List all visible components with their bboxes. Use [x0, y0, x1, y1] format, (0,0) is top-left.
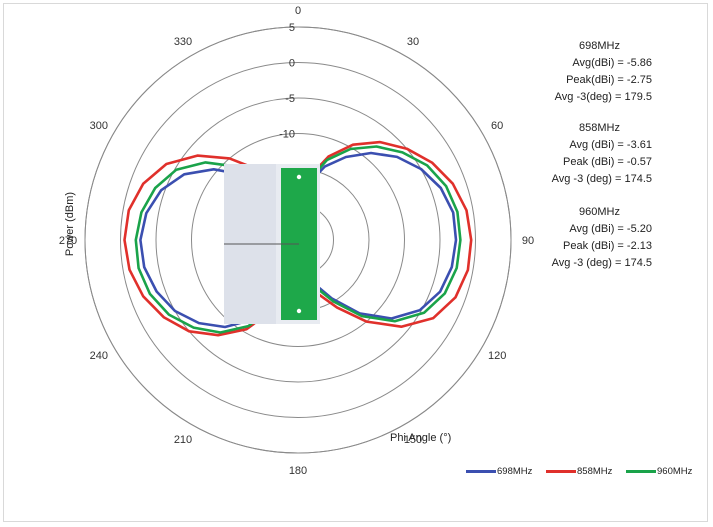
stats-row: Avg -3(deg) = 179.5: [554, 91, 652, 103]
angle-tick-label: 60: [491, 120, 503, 132]
angle-tick-label: 120: [488, 350, 506, 362]
angle-tick-label: 210: [174, 434, 192, 446]
legend-item-960: 960MHz: [626, 466, 692, 477]
legend-swatch: [626, 470, 656, 473]
chart-frame: [3, 3, 708, 522]
stats-row: Avg (dBi) = -5.20: [569, 223, 652, 235]
stats-freq: 960MHz: [579, 206, 620, 218]
angle-tick-label: 0: [295, 5, 301, 17]
board-hole-top: [296, 174, 302, 180]
stats-block-960: 960MHz Avg (dBi) = -5.20 Peak (dBi) = -2…: [530, 204, 652, 272]
angle-tick-label: 180: [289, 465, 307, 477]
stats-row: Peak (dBi) = -2.13: [563, 240, 652, 252]
legend-swatch: [466, 470, 496, 473]
angle-tick-label: 90: [522, 235, 534, 247]
angle-tick-label: 150: [404, 434, 422, 446]
stats-row: Avg -3 (deg) = 174.5: [551, 257, 652, 269]
legend-swatch: [546, 470, 576, 473]
y-axis-label: Power (dBm): [64, 191, 76, 257]
grid-ring: [155, 97, 441, 383]
stats-freq: 858MHz: [579, 122, 620, 134]
legend-item-858: 858MHz: [546, 466, 612, 477]
radial-tick-label: -5: [285, 93, 295, 105]
stats-row: Avg(dBi) = -5.86: [572, 57, 652, 69]
radial-tick-label: 5: [289, 22, 295, 34]
stats-row: Peak(dBi) = -2.75: [566, 74, 652, 86]
grid-ring: [120, 62, 476, 418]
radial-tick-label: -10: [279, 129, 295, 141]
stats-row: Peak (dBi) = -0.57: [563, 156, 652, 168]
grid-ring: [191, 133, 405, 347]
stats-block-858: 858MHz Avg (dBi) = -3.61 Peak (dBi) = -0…: [530, 120, 652, 188]
angle-tick-label: 30: [407, 36, 419, 48]
angle-tick-label: 270: [59, 235, 77, 247]
legend-item-698: 698MHz: [466, 466, 532, 477]
stats-row: Avg (dBi) = -3.61: [569, 139, 652, 151]
x-axis-label: Phi Angle (°): [390, 432, 452, 444]
angle-tick-label: 330: [174, 36, 192, 48]
stats-freq: 698MHz: [579, 40, 620, 52]
stats-block-698: 698MHz Avg(dBi) = -5.86 Peak(dBi) = -2.7…: [540, 38, 652, 106]
legend-label: 698MHz: [497, 466, 533, 477]
stats-row: Avg -3 (deg) = 174.5: [551, 173, 652, 185]
board-hole-bottom: [296, 308, 302, 314]
angle-tick-label: 300: [90, 120, 108, 132]
legend-label: 960MHz: [657, 466, 693, 477]
grid-ring: [84, 26, 512, 454]
angle-tick-label: 240: [90, 350, 108, 362]
legend-label: 858MHz: [577, 466, 613, 477]
radial-tick-label: 0: [289, 58, 295, 70]
